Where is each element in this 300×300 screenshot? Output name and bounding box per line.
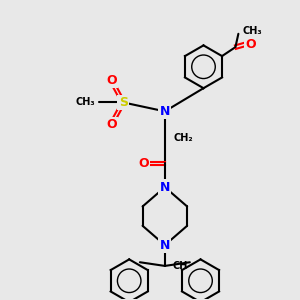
Text: S: S	[119, 96, 128, 109]
Text: O: O	[245, 38, 256, 51]
Text: N: N	[160, 238, 170, 252]
Text: CH₃: CH₃	[243, 26, 262, 36]
Text: N: N	[160, 105, 170, 118]
Text: CH₂: CH₂	[174, 133, 194, 143]
Text: CH: CH	[172, 261, 188, 271]
Text: O: O	[106, 74, 117, 87]
Text: N: N	[160, 181, 170, 194]
Text: O: O	[138, 157, 149, 170]
Text: O: O	[106, 118, 117, 131]
Text: CH₃: CH₃	[75, 98, 95, 107]
